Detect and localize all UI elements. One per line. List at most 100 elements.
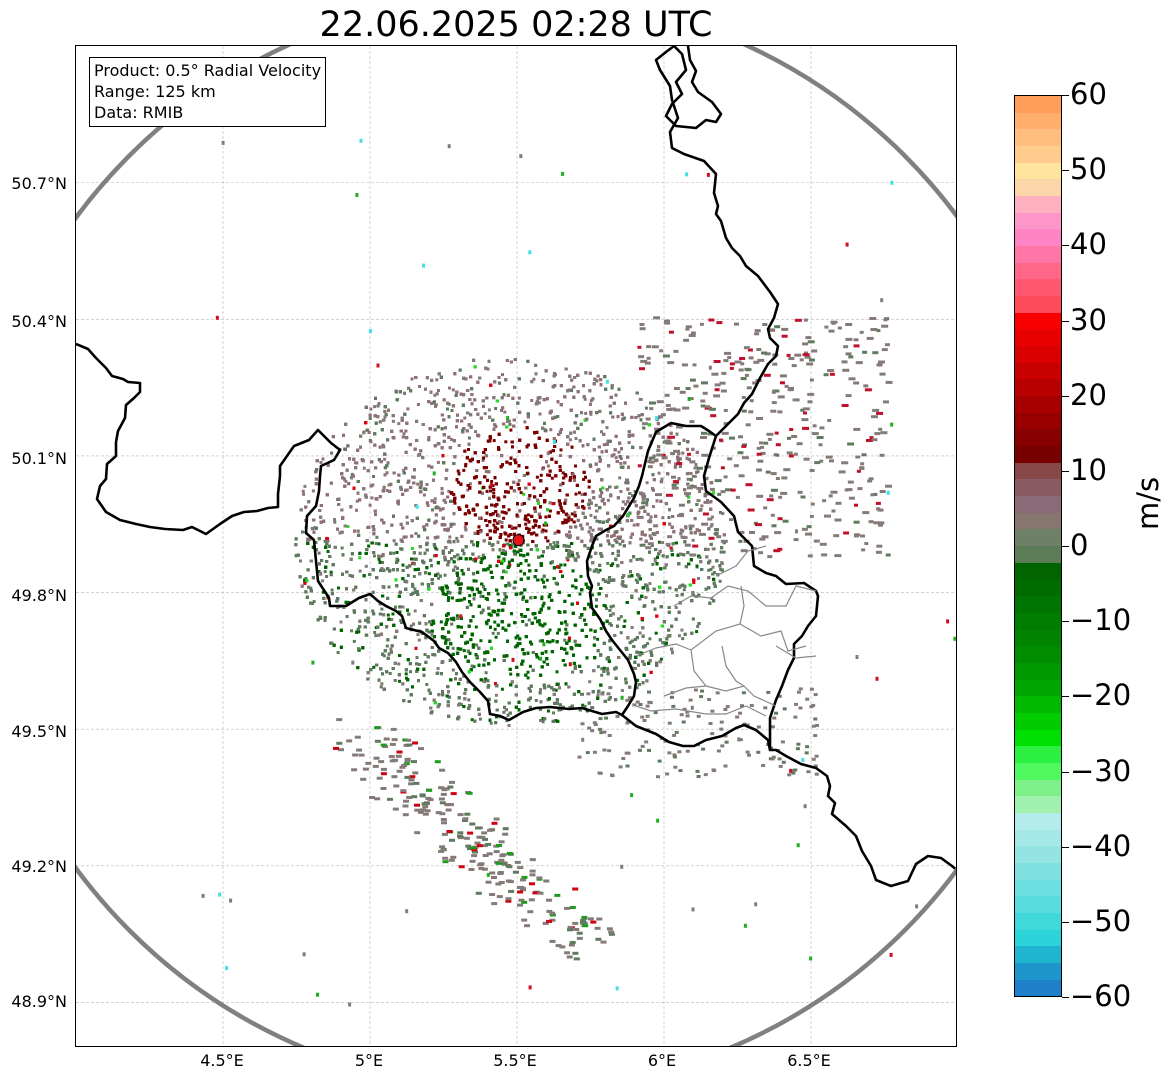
- echo-pixel: [492, 439, 496, 443]
- echo-pixel: [504, 538, 508, 542]
- echo-pixel: [358, 569, 362, 573]
- echo-pixel: [369, 440, 373, 444]
- echo-pixel: [392, 551, 396, 555]
- echo-pixel: [646, 642, 650, 646]
- echo-pixel: [575, 552, 579, 556]
- echo-pixel: [660, 415, 663, 419]
- echo-pixel: [544, 515, 548, 519]
- echo-pixel: [487, 618, 490, 622]
- echo-pixel: [600, 673, 604, 677]
- echo-pixel: [602, 443, 606, 447]
- echo-pixel: [638, 631, 642, 635]
- echo-pixel: [426, 536, 430, 540]
- echo-pixel: [321, 579, 325, 583]
- echo-pixel: [352, 639, 356, 643]
- echo-pixel: [719, 511, 722, 514]
- echo-pixel: [645, 481, 649, 485]
- echo-pixel: [686, 477, 690, 481]
- echo-pixel: [312, 600, 316, 604]
- radar-map-canvas: [76, 46, 956, 1046]
- echo-pixel: [368, 417, 372, 420]
- echo-pixel: [556, 631, 559, 635]
- echo-pixel: [591, 528, 595, 532]
- echo-pixel: [460, 625, 463, 629]
- echo-pixel: [648, 582, 652, 585]
- echo-pixel: [397, 662, 401, 666]
- echo-pixel: [611, 562, 615, 566]
- echo-pixel: [416, 403, 420, 406]
- echo-pixel: [382, 654, 386, 658]
- echo-pixel: [422, 493, 426, 497]
- echo-pixel: [581, 703, 585, 707]
- echo-pixel: [600, 430, 603, 434]
- echo-pixel: [557, 565, 561, 569]
- echo-pixel: [377, 542, 381, 546]
- echo-pixel: [718, 579, 722, 583]
- echo-pixel: [584, 411, 588, 415]
- echo-pixel: [548, 593, 552, 596]
- echo-pixel: [431, 653, 435, 657]
- echo-pixel: [549, 428, 553, 432]
- echo-pixel: [554, 688, 558, 692]
- echo-pixel: [640, 558, 644, 562]
- echo-pixel: [519, 562, 523, 565]
- echo-pixel: [538, 622, 542, 626]
- echo-pixel: [548, 543, 552, 547]
- echo-pixel: [566, 558, 570, 562]
- echo-pixel: [552, 711, 555, 715]
- echo-pixel: [350, 472, 354, 476]
- echo-pixel: [443, 573, 447, 577]
- echo-pixel: [404, 429, 408, 433]
- radar-map[interactable]: [75, 45, 957, 1047]
- echo-pixel: [503, 410, 507, 414]
- echo-pixel: [587, 567, 591, 571]
- echo-pixel: [534, 569, 538, 572]
- echo-pixel: [409, 624, 413, 628]
- echo-pixel: [649, 515, 653, 519]
- echo-pixel: [595, 519, 599, 523]
- echo-pixel: [496, 631, 500, 635]
- echo-pixel: [559, 708, 563, 712]
- echo-pixel: [523, 420, 527, 424]
- echo-pixel: [619, 631, 623, 635]
- echo-pixel: [416, 482, 420, 486]
- echo-pixel: [645, 503, 649, 507]
- echo-pixel: [472, 665, 476, 669]
- echo-pixel: [527, 563, 531, 567]
- echo-pixel: [556, 540, 560, 544]
- echo-pixel: [596, 665, 600, 669]
- echo-pixel: [583, 397, 587, 401]
- echo-pixel: [456, 557, 460, 561]
- echo-pixel: [385, 489, 389, 492]
- echo-pixel: [514, 645, 518, 649]
- echo-pixel: [500, 521, 504, 524]
- echo-pixel: [411, 582, 414, 586]
- echo-pixel: [321, 457, 325, 461]
- echo-pixel: [563, 563, 567, 567]
- echo-pixel: [306, 537, 310, 541]
- echo-pixel: [485, 466, 488, 470]
- echo-pixel: [379, 554, 383, 558]
- echo-pixel: [636, 678, 640, 682]
- echo-pixel: [558, 489, 562, 492]
- echo-pixel: [340, 546, 344, 550]
- echo-pixel: [540, 597, 544, 601]
- echo-pixel: [321, 590, 325, 594]
- echo-pixel: [606, 561, 610, 565]
- echo-pixel: [587, 485, 591, 489]
- echo-pixel: [462, 468, 466, 472]
- echo-pixel: [642, 543, 646, 547]
- echo-pixel: [503, 495, 507, 499]
- echo-pixel: [402, 432, 406, 436]
- echo-pixel: [710, 597, 714, 600]
- echo-pixel: [411, 475, 414, 479]
- echo-pixel: [596, 637, 600, 641]
- echo-pixel: [455, 536, 459, 540]
- echo-pixel: [517, 449, 521, 453]
- echo-pixel: [502, 710, 506, 714]
- echo-pixel: [570, 512, 574, 516]
- echo-pixel: [602, 666, 606, 670]
- echo-pixel: [574, 492, 578, 496]
- echo-pixel: [388, 672, 392, 675]
- echo-pixel: [455, 614, 459, 618]
